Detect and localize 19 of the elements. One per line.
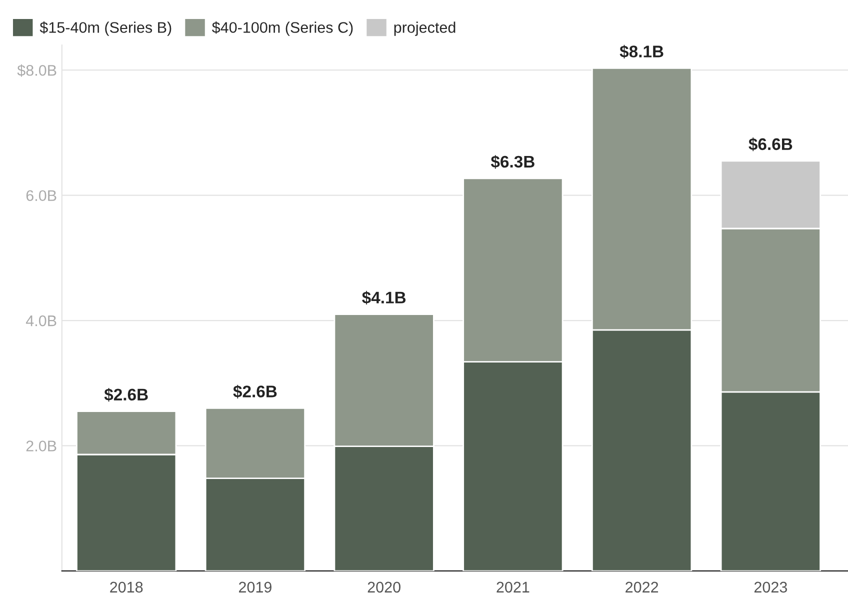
y-tick-label: 6.0B (26, 190, 56, 202)
total-label: $2.6B (104, 388, 148, 402)
total-label: $6.6B (748, 138, 792, 152)
total-label: $8.1B (620, 44, 664, 59)
legend-label: projected (394, 22, 456, 36)
x-tick-label: 2019 (238, 582, 272, 593)
x-tick-label: 2023 (754, 582, 788, 593)
y-tick-label: $8.0B (17, 64, 56, 77)
legend-label: $40-100m (Series C) (212, 21, 353, 36)
x-tick-label: 2022 (626, 582, 658, 593)
total-label: $6.3B (490, 155, 534, 169)
y-tick-label: 2.0B (26, 440, 56, 452)
y-tick-label: 4.0B (26, 315, 56, 326)
total-label: $2.6B (233, 384, 277, 398)
legend-label: $15-40m (Series B) (40, 21, 172, 36)
x-tick-label: 2018 (110, 582, 143, 593)
x-tick-label: 2020 (368, 582, 400, 593)
x-tick-label: 2021 (496, 582, 530, 593)
total-label: $4.1B (362, 290, 406, 305)
